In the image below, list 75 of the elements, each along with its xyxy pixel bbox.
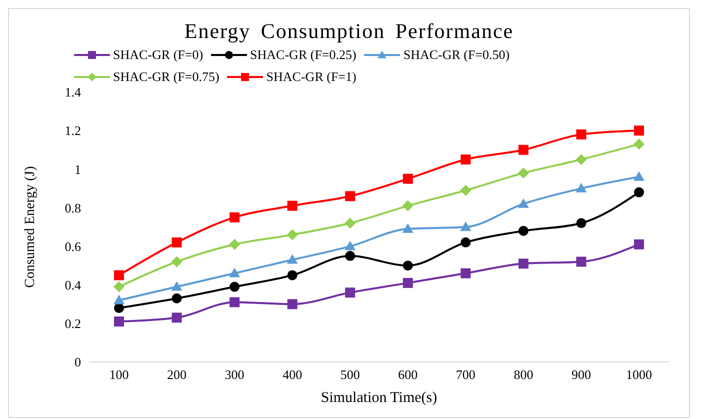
point bbox=[172, 312, 182, 323]
point bbox=[230, 212, 240, 222]
point bbox=[576, 154, 587, 165]
x-tick-label: 1000 bbox=[626, 367, 652, 382]
point bbox=[460, 268, 471, 278]
chart-title: Energy Consumption Performance bbox=[183, 19, 515, 44]
x-tick-label: 500 bbox=[340, 367, 360, 382]
point bbox=[344, 218, 356, 229]
point bbox=[172, 293, 182, 304]
point bbox=[345, 191, 356, 202]
point bbox=[460, 237, 471, 248]
point bbox=[634, 126, 644, 136]
point bbox=[634, 239, 644, 250]
legend-label: SHAC-GR (F=0.50) bbox=[403, 47, 510, 63]
point bbox=[518, 168, 529, 178]
x-tick-label: 700 bbox=[456, 367, 476, 382]
point bbox=[402, 278, 413, 288]
point bbox=[634, 187, 644, 198]
point bbox=[402, 223, 414, 233]
point bbox=[114, 316, 124, 326]
point bbox=[172, 237, 182, 248]
x-axis-title: Simulation Time(s) bbox=[320, 390, 438, 406]
point bbox=[402, 174, 413, 184]
y-tick-label: 0.8 bbox=[64, 200, 81, 216]
point bbox=[460, 222, 472, 231]
x-tick-label: 600 bbox=[398, 367, 418, 382]
point bbox=[634, 171, 644, 181]
point bbox=[114, 294, 124, 304]
point bbox=[229, 268, 240, 278]
point bbox=[286, 254, 298, 264]
point bbox=[229, 238, 240, 250]
point bbox=[460, 154, 471, 164]
point bbox=[518, 226, 528, 236]
point bbox=[576, 129, 586, 140]
point bbox=[634, 138, 644, 150]
point bbox=[518, 144, 528, 155]
legend-label: SHAC-GR (F=1) bbox=[266, 69, 356, 85]
point bbox=[402, 260, 413, 271]
x-tick-label: 400 bbox=[282, 367, 302, 382]
point bbox=[460, 184, 472, 196]
x-tick-label: 100 bbox=[109, 367, 129, 382]
point bbox=[576, 218, 586, 228]
point bbox=[576, 256, 586, 267]
point bbox=[114, 270, 124, 280]
y-tick-label: 0.6 bbox=[64, 238, 82, 254]
y-axis-title: Consumed Energy (J) bbox=[22, 166, 38, 288]
point bbox=[518, 198, 529, 208]
point bbox=[345, 250, 356, 261]
legend-label: SHAC-GR (F=0.75) bbox=[113, 69, 220, 85]
point bbox=[576, 182, 587, 192]
point bbox=[230, 297, 240, 308]
y-tick-label: 1 bbox=[74, 162, 81, 177]
point bbox=[287, 200, 298, 211]
point bbox=[286, 229, 298, 240]
point bbox=[345, 288, 356, 298]
legend-label: SHAC-GR (F=0.25) bbox=[250, 47, 356, 63]
point bbox=[114, 281, 124, 292]
y-tick-label: 1.4 bbox=[64, 84, 82, 100]
point bbox=[518, 258, 528, 269]
y-tick-label: 0.4 bbox=[64, 277, 82, 292]
point bbox=[402, 200, 414, 212]
point bbox=[171, 256, 182, 268]
point bbox=[287, 270, 298, 280]
point bbox=[171, 281, 182, 291]
point bbox=[230, 282, 240, 292]
x-tick-label: 300 bbox=[224, 367, 244, 382]
x-tick-label: 800 bbox=[514, 367, 534, 382]
x-tick-label: 200 bbox=[167, 367, 187, 382]
y-tick-label: 0 bbox=[74, 354, 81, 370]
y-tick-label: 0.2 bbox=[64, 316, 81, 332]
point bbox=[287, 299, 298, 310]
y-tick-label: 1.2 bbox=[64, 123, 81, 138]
x-tick-label: 900 bbox=[571, 367, 591, 382]
point bbox=[344, 240, 356, 250]
legend-label: SHAC-GR (F=0) bbox=[113, 47, 204, 63]
